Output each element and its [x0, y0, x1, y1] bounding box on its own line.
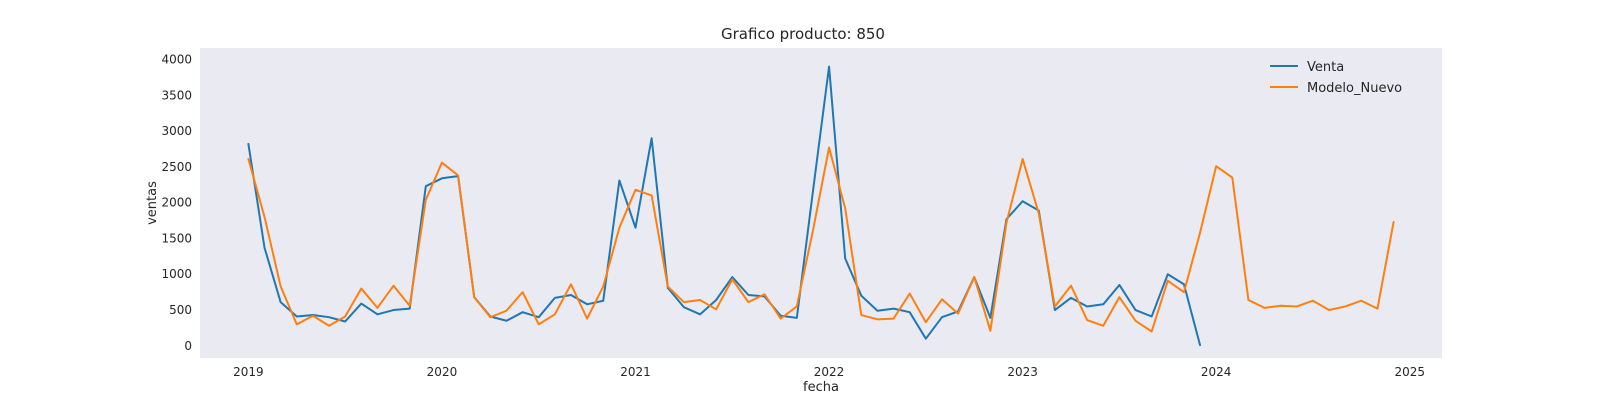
x-tick-label: 2022: [814, 365, 845, 379]
x-tick-label: 2020: [427, 365, 458, 379]
x-axis-label: fecha: [803, 380, 839, 395]
y-tick-label: 0: [184, 339, 192, 353]
y-tick-label: 3000: [161, 124, 192, 138]
series-layer: [247, 65, 1395, 347]
y-tick-label: 2500: [161, 160, 192, 174]
x-tick-label: 2024: [1201, 365, 1232, 379]
y-tick-label: 3500: [161, 88, 192, 102]
y-axis: 0 500 1000 1500 2000 2500 3000 3500 4000: [161, 52, 192, 352]
x-tick-label: 2023: [1007, 365, 1038, 379]
x-tick-label: 2019: [233, 365, 264, 379]
y-tick-label: 2000: [161, 196, 192, 210]
legend: Venta Modelo_Nuevo: [1270, 60, 1402, 96]
y-tick-label: 4000: [161, 52, 192, 66]
series-line-modelo-nuevo: [247, 146, 1395, 333]
y-axis-label: ventas: [145, 181, 160, 225]
chart-title: Grafico producto: 850: [721, 25, 885, 43]
y-tick-label: 500: [169, 303, 192, 317]
legend-label: Venta: [1307, 60, 1344, 75]
x-tick-label: 2025: [1394, 365, 1425, 379]
x-tick-label: 2021: [620, 365, 651, 379]
y-tick-label: 1500: [161, 231, 192, 245]
y-tick-label: 1000: [161, 267, 192, 281]
x-axis: 2019 2020 2021 2022 2023 2024 2025: [233, 365, 1425, 379]
legend-label: Modelo_Nuevo: [1307, 81, 1402, 96]
